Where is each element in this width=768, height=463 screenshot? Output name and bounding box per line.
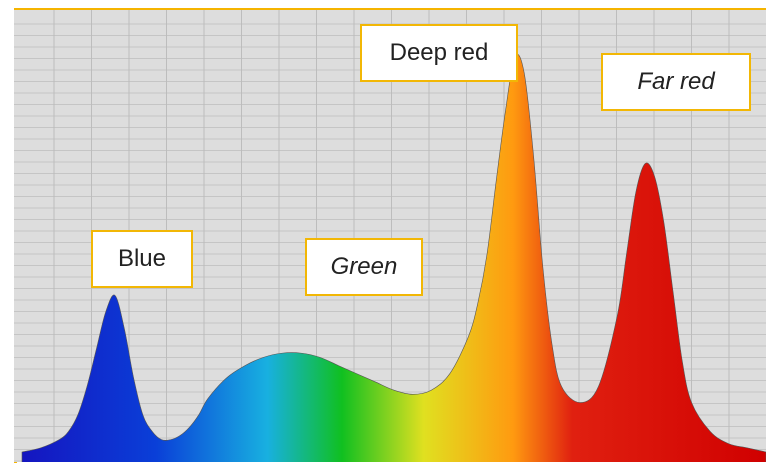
annotation-blue: Blue: [91, 230, 193, 288]
chart-frame-top-border: [14, 8, 766, 11]
annotation-deep-red-text: Deep red: [389, 39, 489, 66]
annotation-far-red: Far red: [601, 53, 751, 111]
annotation-deep-red: Deep red: [360, 24, 518, 82]
annotation-green: Green: [305, 238, 423, 296]
annotation-green-text: Green: [330, 253, 398, 280]
annotation-far-red-text: Far red: [637, 68, 715, 95]
spectrum-area: [21, 53, 766, 462]
annotation-blue-text: Blue: [117, 245, 167, 272]
